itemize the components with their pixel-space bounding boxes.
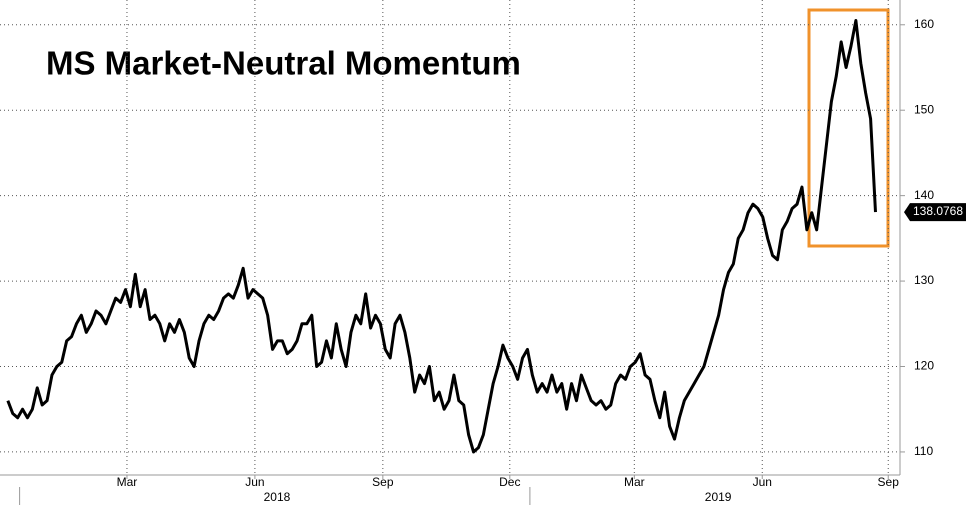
- x-tick-label: Jun: [245, 475, 264, 489]
- x-tick-label: Sep: [372, 475, 394, 489]
- y-tick-label: 150: [914, 102, 934, 116]
- last-value-box: [904, 203, 966, 222]
- last-value-label: 138.0768: [913, 204, 963, 218]
- x-tick-label: Sep: [878, 475, 900, 489]
- y-tick-label: 140: [914, 188, 934, 202]
- x-year-label: 2018: [264, 490, 291, 504]
- x-year-label: 2019: [705, 490, 732, 504]
- x-tick-label: Dec: [499, 475, 520, 489]
- chart-title: MS Market-Neutral Momentum: [46, 45, 521, 82]
- y-tick-label: 110: [914, 444, 933, 458]
- line-series: [6, 19, 877, 454]
- x-tick-label: Mar: [117, 475, 138, 489]
- x-tick-label: Jun: [753, 475, 772, 489]
- y-tick-label: 130: [914, 273, 934, 287]
- y-tick-label: 120: [914, 359, 934, 373]
- x-tick-label: Mar: [624, 475, 645, 489]
- y-tick-label: 160: [914, 17, 934, 31]
